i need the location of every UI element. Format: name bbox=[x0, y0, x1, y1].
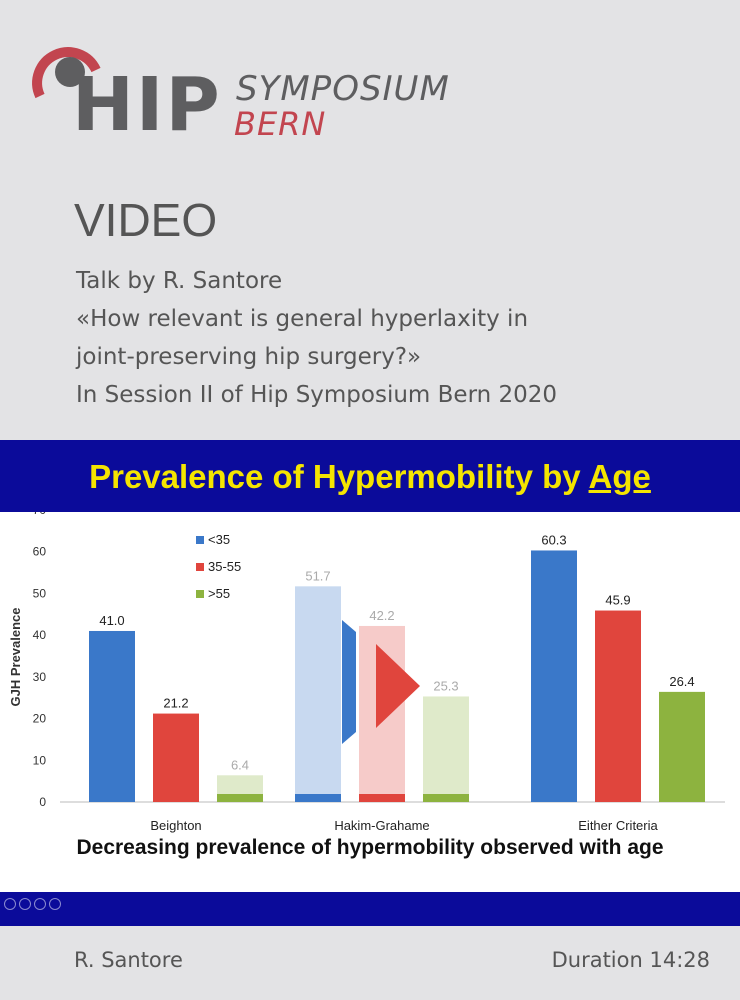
bar-value-label: 45.9 bbox=[605, 593, 630, 608]
logo-bern-text: BERN bbox=[234, 105, 327, 143]
legend-label: >55 bbox=[208, 586, 230, 601]
slide-header: Prevalence of Hypermobility by Age bbox=[0, 440, 740, 512]
y-tick-label: 40 bbox=[33, 628, 47, 642]
video-label: VIDEO bbox=[74, 194, 218, 246]
bar-beighton-0 bbox=[89, 630, 135, 802]
y-tick-label: 20 bbox=[33, 712, 47, 726]
slide-caption: Decreasing prevalence of hypermobility o… bbox=[76, 836, 663, 859]
y-tick-label: 70 bbox=[33, 512, 47, 517]
slide-body: 0 10 20 30 40 50 60 70 GJH Prevalence 41.0 21.2 6.4… bbox=[0, 512, 740, 892]
bar-value-label: 42.2 bbox=[369, 608, 394, 623]
legend-swatch bbox=[196, 536, 204, 544]
bar-hakim-grahame-2 bbox=[423, 696, 469, 802]
talk-session: In Session II of Hip Symposium Bern 2020 bbox=[76, 382, 558, 408]
slide-title-main: Prevalence of Hypermobility by bbox=[89, 458, 589, 495]
talk-title-line-2: joint-preserving hip surgery?» bbox=[76, 344, 422, 370]
bar-hakim-grahame-0 bbox=[295, 586, 341, 802]
footer-author: R. Santore bbox=[74, 948, 183, 972]
y-tick-label: 0 bbox=[39, 795, 46, 809]
control-more-icon[interactable] bbox=[49, 898, 61, 910]
logo-ring-icon bbox=[32, 47, 101, 99]
legend-swatch bbox=[196, 590, 204, 598]
control-zoom-icon[interactable] bbox=[34, 898, 46, 910]
player-controls bbox=[4, 898, 61, 910]
bar-base bbox=[423, 794, 469, 802]
bar-value-label: 51.7 bbox=[305, 568, 330, 583]
hip-symposium-logo: HIP SYMPOSIUM BERN bbox=[28, 30, 468, 145]
play-icon bbox=[376, 644, 420, 728]
x-tick-label: Either Criteria bbox=[578, 818, 658, 833]
bar-beighton-1 bbox=[153, 713, 199, 802]
control-slides-icon[interactable] bbox=[19, 898, 31, 910]
bar-value-label: 6.4 bbox=[231, 757, 249, 772]
bar-base bbox=[295, 794, 341, 802]
y-tick-label: 30 bbox=[33, 670, 47, 684]
y-tick-label: 60 bbox=[33, 545, 47, 559]
logo-symposium-text: SYMPOSIUM bbox=[236, 69, 450, 109]
bar-value-label: 21.2 bbox=[163, 696, 188, 711]
y-tick-label: 10 bbox=[33, 753, 47, 767]
slide-title-underlined: Age bbox=[588, 458, 651, 495]
bar-value-label: 60.3 bbox=[541, 532, 566, 547]
legend-swatch bbox=[196, 563, 204, 571]
talk-title-line-1: «How relevant is general hyperlaxity in bbox=[76, 306, 529, 332]
talk-speaker: Talk by R. Santore bbox=[76, 268, 283, 294]
x-tick-label: Beighton bbox=[150, 818, 201, 833]
legend-label: 35-55 bbox=[208, 559, 241, 574]
talk-description: Talk by R. Santore «How relevant is gene… bbox=[76, 262, 716, 414]
bar-either-criteria-1 bbox=[595, 610, 641, 802]
footer-duration: Duration 14:28 bbox=[551, 948, 710, 972]
bar-value-label: 41.0 bbox=[99, 613, 124, 628]
bar-base bbox=[217, 794, 263, 802]
logo-hip-text: HIP bbox=[72, 62, 222, 148]
bar-value-label: 26.4 bbox=[669, 674, 694, 689]
slide-footer-bar bbox=[0, 892, 740, 926]
slide-title: Prevalence of Hypermobility by Age bbox=[0, 458, 740, 496]
legend-label: <35 bbox=[208, 532, 230, 547]
control-prev-icon[interactable] bbox=[4, 898, 16, 910]
play-icon-left bbox=[342, 620, 356, 744]
x-tick-label: Hakim-Grahame bbox=[334, 818, 429, 833]
bar-value-label: 25.3 bbox=[433, 678, 458, 693]
bar-either-criteria-2 bbox=[659, 691, 705, 802]
bar-either-criteria-0 bbox=[531, 550, 577, 802]
y-axis-label: GJH Prevalence bbox=[8, 607, 23, 706]
prevalence-chart: 0 10 20 30 40 50 60 70 GJH Prevalence 41.0 21.2 6.4… bbox=[8, 512, 725, 859]
y-tick-label: 50 bbox=[33, 586, 47, 600]
video-thumbnail[interactable]: Prevalence of Hypermobility by Age 0 10 20… bbox=[0, 440, 740, 926]
bar-base bbox=[359, 794, 405, 802]
